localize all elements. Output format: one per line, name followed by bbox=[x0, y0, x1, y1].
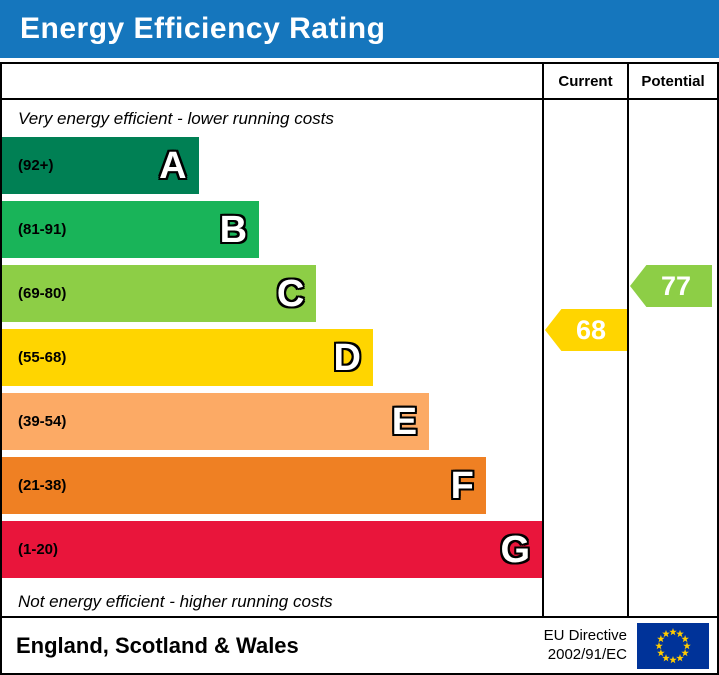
header-spacer bbox=[2, 64, 542, 100]
eu-directive-line1: EU Directive bbox=[543, 626, 627, 644]
eu-directive-line2: 2002/91/EC bbox=[547, 645, 627, 663]
current-column: 68 bbox=[542, 100, 627, 616]
potential-rating-value: 77 bbox=[660, 270, 692, 301]
band-row-a: (92+) A bbox=[2, 137, 542, 201]
band-row-d: (55-68) D bbox=[2, 329, 542, 393]
band-a-letter: A bbox=[159, 144, 187, 187]
footer: England, Scotland & Wales EU Directive 2… bbox=[0, 618, 719, 675]
band-e-range: (39-54) bbox=[18, 413, 67, 430]
title-bar: Energy Efficiency Rating bbox=[0, 0, 719, 58]
bottom-note: Not energy efficient - higher running co… bbox=[18, 592, 333, 611]
band-row-e: (39-54) E bbox=[2, 393, 542, 457]
potential-column: 77 bbox=[627, 100, 717, 616]
band-e-letter: E bbox=[391, 400, 418, 443]
region-label: England, Scotland & Wales bbox=[16, 632, 299, 658]
band-g-bar: (1-20) G bbox=[2, 521, 542, 578]
eu-directive-label: EU Directive 2002/91/EC bbox=[544, 627, 627, 665]
page-title: Energy Efficiency Rating bbox=[20, 12, 386, 45]
band-f-range: (21-38) bbox=[18, 477, 67, 494]
band-f-letter: F bbox=[450, 464, 474, 507]
potential-rating-pointer: 77 bbox=[630, 265, 712, 307]
band-d-range: (55-68) bbox=[18, 349, 67, 366]
band-e-bar: (39-54) E bbox=[2, 393, 430, 450]
current-rating-pointer: 68 bbox=[545, 309, 627, 351]
current-rating-value: 68 bbox=[575, 314, 607, 345]
band-d-letter: D bbox=[333, 336, 361, 379]
current-column-header: Current bbox=[542, 64, 627, 100]
energy-rating-chart: Current Potential Very energy efficient … bbox=[0, 62, 719, 618]
band-row-f: (21-38) F bbox=[2, 457, 542, 521]
eu-flag-icon bbox=[637, 622, 709, 669]
band-a-range: (92+) bbox=[18, 157, 54, 174]
band-b-bar: (81-91) B bbox=[2, 201, 260, 258]
band-c-letter: C bbox=[276, 272, 305, 315]
band-row-b: (81-91) B bbox=[2, 201, 542, 265]
band-row-c: (69-80) C bbox=[2, 265, 542, 329]
band-d-bar: (55-68) D bbox=[2, 329, 373, 386]
band-g-letter: G bbox=[500, 528, 530, 571]
band-f-bar: (21-38) F bbox=[2, 457, 486, 514]
band-a-bar: (92+) A bbox=[2, 137, 199, 194]
band-row-g: (1-20) G bbox=[2, 521, 542, 585]
band-c-range: (69-80) bbox=[18, 285, 67, 302]
band-g-range: (1-20) bbox=[18, 541, 59, 558]
band-b-letter: B bbox=[219, 208, 248, 251]
bands-column: Very energy efficient - lower running co… bbox=[2, 100, 542, 616]
band-c-bar: (69-80) C bbox=[2, 265, 317, 322]
band-b-range: (81-91) bbox=[18, 221, 67, 238]
potential-column-header: Potential bbox=[627, 64, 717, 100]
top-note: Very energy efficient - lower running co… bbox=[18, 109, 334, 128]
